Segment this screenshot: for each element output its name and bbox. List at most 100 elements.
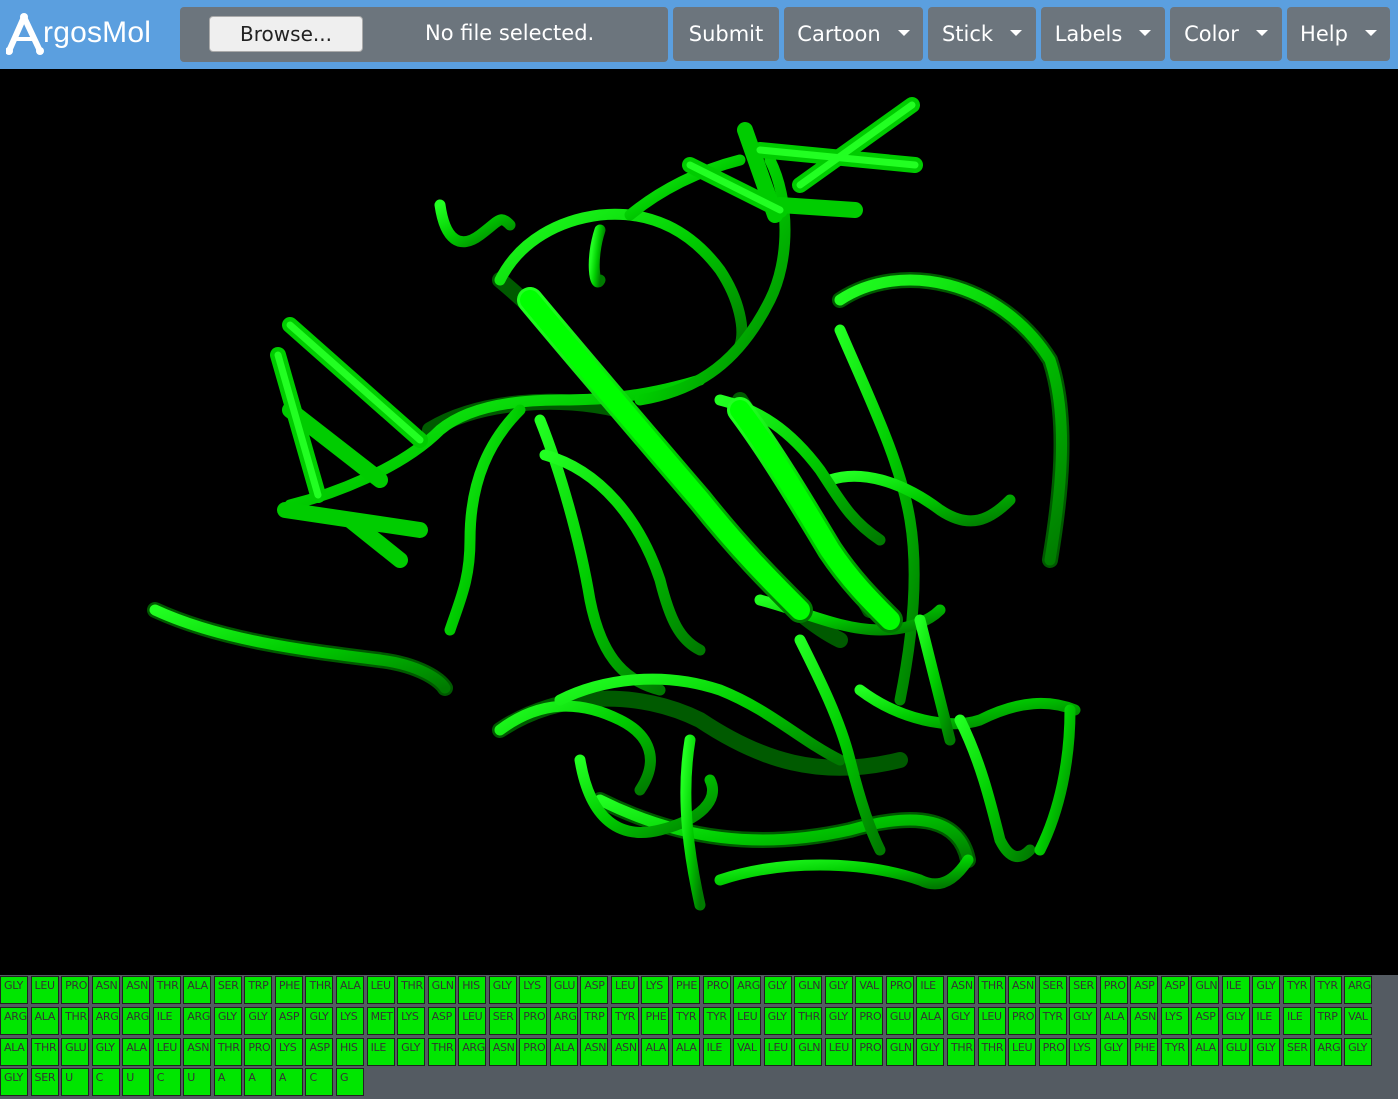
residue-cell[interactable]: ASN [1130,1007,1159,1035]
residue-cell[interactable]: ASN [91,976,120,1004]
residue-cell[interactable]: THR [794,1007,823,1035]
residue-cell[interactable]: TYR [1282,976,1311,1004]
residue-cell[interactable]: A [274,1068,303,1096]
residue-cell[interactable]: GLY [244,1007,273,1035]
residue-cell[interactable]: ARG [0,1007,28,1035]
residue-cell[interactable]: GLY [0,1068,28,1096]
residue-cell[interactable]: THR [213,1038,242,1066]
residue-cell[interactable]: TYR [672,1007,701,1035]
residue-cell[interactable]: ALA [122,1038,151,1066]
residue-cell[interactable]: ASP [1191,1007,1220,1035]
residue-cell[interactable]: PRO [702,976,731,1004]
residue-cell[interactable]: SER [1069,976,1098,1004]
residue-cell[interactable]: GLN [427,976,456,1004]
stick-menu-button[interactable]: Stick [928,7,1036,61]
residue-cell[interactable]: GLY [305,1007,334,1035]
residue-cell[interactable]: GLU [885,1007,914,1035]
residue-cell[interactable]: ASN [580,1038,609,1066]
residue-cell[interactable]: ASP [1130,976,1159,1004]
residue-cell[interactable]: C [305,1068,334,1096]
browse-button[interactable]: Browse... [209,16,363,52]
residue-cell[interactable]: SER [213,976,242,1004]
residue-cell[interactable]: THR [427,1038,456,1066]
residue-cell[interactable]: ASP [274,1007,303,1035]
residue-cell[interactable]: ASP [305,1038,334,1066]
residue-cell[interactable]: PRO [61,976,90,1004]
residue-cell[interactable]: PRO [1099,976,1128,1004]
residue-cell[interactable]: G [336,1068,365,1096]
residue-cell[interactable]: ASP [427,1007,456,1035]
residue-cell[interactable]: GLN [885,1038,914,1066]
residue-cell[interactable]: ARG [1313,1038,1342,1066]
residue-cell[interactable]: LEU [763,1038,792,1066]
residue-cell[interactable]: ALA [641,1038,670,1066]
residue-cell[interactable]: TRP [580,1007,609,1035]
residue-cell[interactable]: C [91,1068,120,1096]
residue-cell[interactable]: ILE [702,1038,731,1066]
residue-cell[interactable]: ALA [1099,1007,1128,1035]
residue-cell[interactable]: ASN [946,976,975,1004]
residue-cell[interactable]: VAL [855,976,884,1004]
residue-cell[interactable]: ARG [1344,976,1373,1004]
residue-cell[interactable]: TYR [1313,976,1342,1004]
residue-cell[interactable]: ASP [1160,976,1189,1004]
residue-cell[interactable]: U [183,1068,212,1096]
labels-menu-button[interactable]: Labels [1041,7,1165,61]
residue-cell[interactable]: GLY [1069,1007,1098,1035]
residue-cell[interactable]: GLY [1252,1038,1281,1066]
residue-cell[interactable]: TYR [1160,1038,1189,1066]
color-menu-button[interactable]: Color [1170,7,1282,61]
residue-cell[interactable]: ASP [580,976,609,1004]
residue-cell[interactable]: LEU [458,1007,487,1035]
residue-cell[interactable]: ASN [488,1038,517,1066]
residue-cell[interactable]: A [213,1068,242,1096]
residue-cell[interactable]: LEU [733,1007,762,1035]
residue-cell[interactable]: ALA [672,1038,701,1066]
submit-button[interactable]: Submit [673,7,779,61]
residue-cell[interactable]: GLY [763,976,792,1004]
residue-cell[interactable]: ALA [1191,1038,1220,1066]
residue-cell[interactable]: ALA [549,1038,578,1066]
residue-cell[interactable]: SER [30,1068,59,1096]
app-logo[interactable]: rgosMol [6,8,171,58]
residue-cell[interactable]: THR [61,1007,90,1035]
residue-cell[interactable]: U [122,1068,151,1096]
residue-cell[interactable]: ASN [183,1038,212,1066]
residue-cell[interactable]: HIS [336,1038,365,1066]
residue-cell[interactable]: PHE [672,976,701,1004]
residue-cell[interactable]: ARG [183,1007,212,1035]
residue-cell[interactable]: GLY [1221,1007,1250,1035]
residue-cell[interactable]: SER [1282,1038,1311,1066]
residue-cell[interactable]: GLY [763,1007,792,1035]
residue-cell[interactable]: GLY [946,1007,975,1035]
residue-cell[interactable]: GLY [397,1038,426,1066]
residue-cell[interactable]: SER [1038,976,1067,1004]
residue-cell[interactable]: PRO [519,1038,548,1066]
residue-cell[interactable]: GLU [1221,1038,1250,1066]
residue-cell[interactable]: TYR [702,1007,731,1035]
residue-cell[interactable]: ILE [916,976,945,1004]
residue-cell[interactable]: LEU [977,1007,1006,1035]
residue-cell[interactable]: ASN [122,976,151,1004]
residue-cell[interactable]: LYS [641,976,670,1004]
residue-cell[interactable]: LEU [610,976,639,1004]
residue-cell[interactable]: TRP [244,976,273,1004]
residue-cell[interactable]: GLY [0,976,28,1004]
residue-cell[interactable]: PRO [1038,1038,1067,1066]
residue-cell[interactable]: C [152,1068,181,1096]
residue-cell[interactable]: GLU [549,976,578,1004]
residue-cell[interactable]: A [244,1068,273,1096]
residue-cell[interactable]: ARG [733,976,762,1004]
residue-cell[interactable]: ILE [1221,976,1250,1004]
residue-cell[interactable]: TYR [1038,1007,1067,1035]
residue-cell[interactable]: LYS [519,976,548,1004]
residue-cell[interactable]: GLY [1344,1038,1373,1066]
residue-cell[interactable]: ARG [122,1007,151,1035]
residue-cell[interactable]: ILE [1252,1007,1281,1035]
residue-cell[interactable]: ARG [549,1007,578,1035]
residue-cell[interactable]: PHE [641,1007,670,1035]
residue-cell[interactable]: ASN [610,1038,639,1066]
residue-cell[interactable]: LYS [336,1007,365,1035]
residue-cell[interactable]: ASN [1008,976,1037,1004]
residue-cell[interactable]: LEU [30,976,59,1004]
